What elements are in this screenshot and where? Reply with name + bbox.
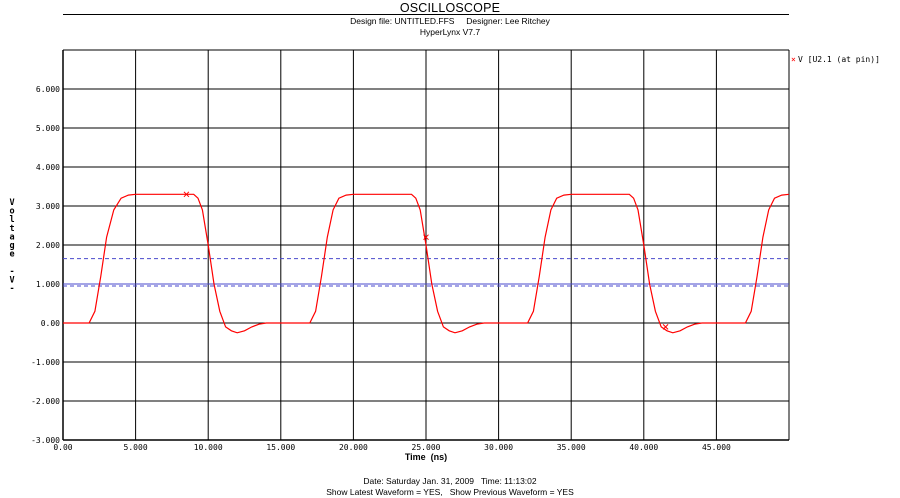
x-tick-label: 5.000 [124, 443, 148, 452]
marker-stroke [183, 191, 190, 198]
legend-marker-icon: × [791, 55, 796, 64]
y-tick-label: -1.000 [31, 358, 60, 367]
marker-stroke [662, 324, 669, 330]
tick-labels: 0.00 5.000 10.000 15.000 20.000 25.000 30.000 3… [31, 85, 731, 452]
y-axis-label-char: t [9, 224, 14, 234]
y-tick-label: 1.000 [36, 280, 60, 289]
x-tick-label: 10.000 [194, 443, 223, 452]
y-axis-label-char: V [9, 275, 14, 285]
header-rule [63, 14, 789, 15]
y-axis-label-char: V [9, 198, 14, 208]
y-axis-label-char: a [9, 232, 14, 242]
x-tick-label: 15.000 [266, 443, 295, 452]
y-axis-label-char: g [9, 241, 14, 251]
version-line: HyperLynx V7.7 [419, 27, 481, 37]
waveform-trace [63, 191, 790, 334]
y-axis-label-char: - [9, 284, 14, 294]
y-tick-label: 0.00 [41, 319, 60, 328]
y-tick-label: 5.000 [36, 124, 60, 133]
show-waveform-line: Show Latest Waveform = YES, Show Previou… [326, 487, 574, 497]
y-tick-label: 4.000 [36, 163, 60, 172]
x-tick-label: 25.000 [412, 443, 441, 452]
y-tick-label: -3.000 [31, 436, 60, 445]
y-axis-label-char: - [9, 267, 14, 277]
y-tick-label: -2.000 [31, 397, 60, 406]
legend-label: V [U2.1 (at pin)] [798, 55, 880, 64]
x-tick-label: 20.000 [339, 443, 368, 452]
x-tick-label: 0.00 [53, 443, 72, 452]
x-axis-label: Time (ns) [405, 452, 447, 462]
y-axis-label-char: e [9, 250, 14, 260]
marker-stroke [423, 234, 429, 241]
x-tick-label: 45.000 [702, 443, 731, 452]
design-file-line: Design file: UNTITLED.FFS Designer: Lee … [350, 16, 550, 26]
series-marker [423, 234, 429, 241]
x-tick-label: 40.000 [629, 443, 658, 452]
series-marker [662, 324, 669, 330]
threshold-lines [63, 258, 789, 287]
y-axis-label-char: l [9, 215, 14, 225]
y-tick-label: 6.000 [36, 85, 60, 94]
date-line: Date: Saturday Jan. 31, 2009 Time: 11:13… [363, 476, 537, 486]
chart-title: OSCILLOSCOPE [399, 1, 501, 15]
x-tick-label: 35.000 [557, 443, 586, 452]
series-marker [183, 191, 190, 198]
y-tick-label: 3.000 [36, 202, 60, 211]
series-line [63, 193, 790, 334]
y-axis-label-char: o [9, 207, 14, 217]
y-tick-label: 2.000 [36, 241, 60, 250]
x-tick-label: 30.000 [484, 443, 513, 452]
